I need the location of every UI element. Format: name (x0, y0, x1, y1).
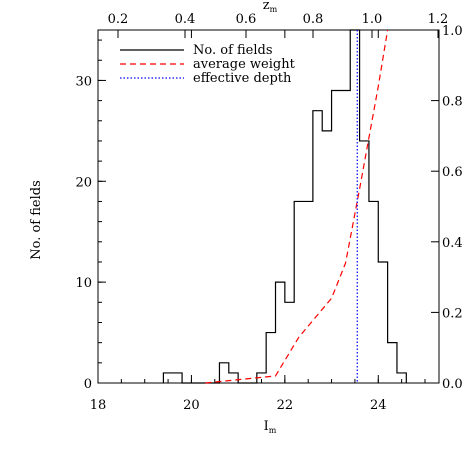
right-tick-label: 0.8 (442, 95, 463, 110)
x-axis-title: Im (264, 419, 277, 435)
top-tick-label: 0.6 (236, 12, 257, 27)
y-tick-label: 0 (84, 377, 92, 392)
legend-label: No. of fields (193, 43, 273, 58)
series-layer (162, 29, 407, 384)
histogram-no-of-fields (162, 29, 407, 384)
top-tick-label: 0.2 (108, 12, 129, 27)
top-tick-label: 0.4 (175, 12, 196, 27)
top-tick-label: 1.2 (428, 12, 449, 27)
y-tick-label: 10 (75, 276, 92, 291)
top-tick-label: 1.0 (362, 12, 383, 27)
y-tick-label: 30 (75, 74, 92, 89)
y-axis-title: No. of fields (29, 180, 44, 260)
plot-frame (97, 29, 440, 384)
x-tick-label: 22 (277, 398, 294, 413)
right-tick-label: 0.2 (442, 306, 463, 321)
right-tick-label: 0.0 (442, 377, 463, 392)
x-tick-label: 18 (90, 398, 107, 413)
legend-label: effective depth (193, 71, 292, 86)
top-tick-label: 0.8 (303, 12, 324, 27)
x-tick-label: 24 (370, 398, 387, 413)
y-tick-label: 20 (75, 175, 92, 190)
right-tick-label: 1.0 (442, 24, 463, 39)
x-tick-label: 20 (183, 398, 200, 413)
legend-label: average weight (193, 57, 296, 72)
line-average-weight (205, 29, 389, 384)
axes: 18 20 22 24 0 10 20 30 (75, 29, 440, 413)
top-axis-title: zm (263, 0, 278, 14)
top-axis: 0.2 0.4 0.6 0.8 1.0 1.2 (108, 12, 449, 38)
right-tick-label: 0.4 (442, 236, 463, 251)
right-tick-label: 0.6 (442, 165, 463, 180)
right-axis: 0.0 0.2 0.4 0.6 0.8 1.0 (431, 24, 463, 392)
